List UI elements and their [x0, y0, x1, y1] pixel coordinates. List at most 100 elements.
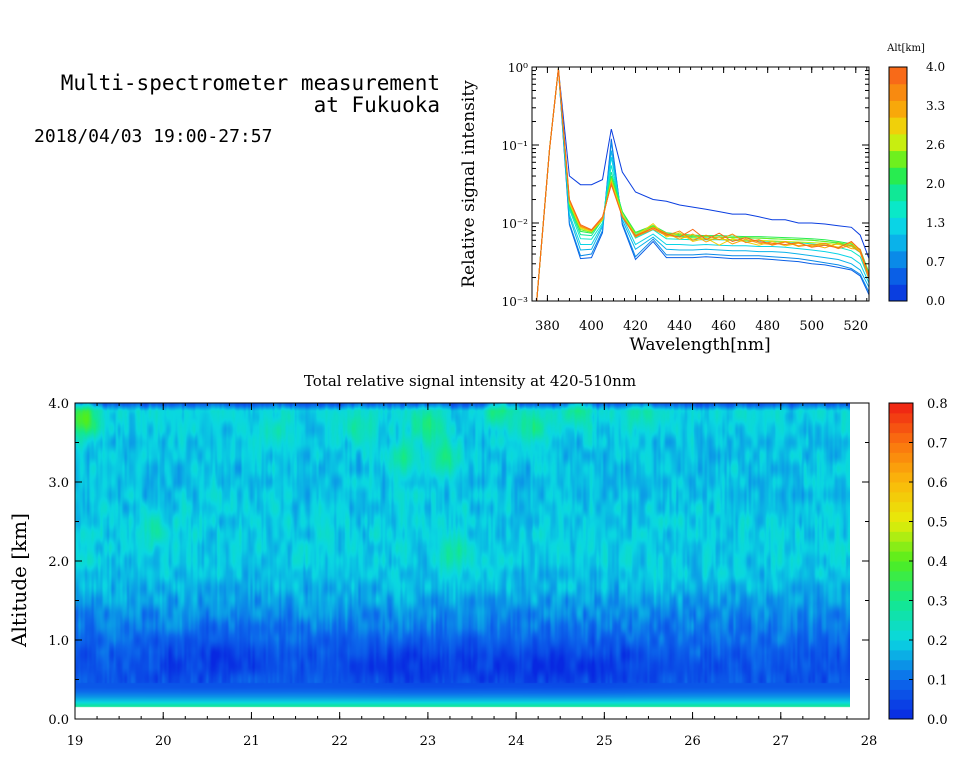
- heatmap-x-tick-label: 28: [861, 734, 878, 749]
- intensity-colorbar-tick-label: 0.0: [927, 713, 948, 728]
- altitude-colorbar-swatch: [889, 117, 907, 135]
- intensity-colorbar-swatch: [889, 590, 913, 601]
- altitude-colorbar-swatch: [889, 267, 907, 285]
- intensity-colorbar-tick-label: 0.2: [927, 634, 948, 649]
- heatmap-y-tick-label: 3.0: [48, 476, 69, 491]
- spectrum-series-group: [536, 68, 869, 301]
- spectrum-x-tick-label: 400: [579, 319, 604, 334]
- intensity-colorbar-swatch: [889, 551, 913, 562]
- spectrum-series-line: [536, 68, 869, 301]
- intensity-colorbar-swatch: [889, 570, 913, 582]
- intensity-colorbar-swatch: [889, 699, 913, 710]
- intensity-colorbar-swatch: [889, 422, 913, 434]
- spectrum-series-line: [536, 68, 869, 301]
- intensity-colorbar-frame: [888, 402, 914, 720]
- heatmap-y-tick-label: 1.0: [48, 634, 69, 649]
- heatmap-y-tick-label: 4.0: [48, 397, 69, 412]
- altitude-colorbar-tick-label: 4.0: [926, 60, 945, 74]
- spectrum-x-tick-label: 420: [623, 319, 648, 334]
- intensity-colorbar-swatch: [889, 501, 913, 513]
- altitude-colorbar-tick-label: 2.0: [926, 177, 945, 191]
- spectrum-x-tick-label: 500: [799, 319, 824, 334]
- spectrum-y-tick-label: 10⁻²: [502, 217, 529, 231]
- spectrum-series-line: [536, 68, 869, 301]
- spectrum-plot-frame: [531, 66, 870, 302]
- altitude-colorbar-swatch: [889, 250, 907, 269]
- spectrum-x-label: Wavelength[nm]: [629, 335, 770, 355]
- intensity-colorbar-swatch: [889, 709, 913, 720]
- intensity-colorbar: 0.0 0.1 0.2 0.3 0.4 0.5 0.6 0.7 0.8: [889, 397, 948, 728]
- heatmap-title: Total relative signal intensity at 420-5…: [304, 372, 636, 390]
- spectrum-series-line: [536, 68, 869, 301]
- intensity-colorbar-swatch: [889, 521, 913, 532]
- intensity-colorbar-swatch: [889, 649, 913, 661]
- intensity-colorbar-swatch: [889, 640, 913, 651]
- figure-title: Multi-spectrometer measurement at Fukuok…: [12, 72, 440, 116]
- spectrum-x-tick-label: 440: [667, 319, 692, 334]
- spectrum-y-label: Relative signal intensity: [459, 80, 479, 288]
- intensity-colorbar-tick-label: 0.5: [927, 516, 948, 531]
- altitude-colorbar-frame: [888, 66, 908, 302]
- intensity-colorbar-swatch: [889, 610, 913, 621]
- intensity-colorbar-tick-label: 0.8: [927, 397, 948, 412]
- intensity-colorbar-swatch: [889, 580, 913, 592]
- intensity-colorbar-swatch: [889, 689, 913, 700]
- altitude-colorbar-tick-label: 1.3: [926, 216, 945, 230]
- heatmap-x-tick-label: 23: [420, 734, 437, 749]
- spectrum-x-tick-label: 520: [843, 319, 868, 334]
- intensity-colorbar-swatch: [889, 600, 913, 611]
- heatmap-x-tick-label: 27: [773, 734, 790, 749]
- title-line-2: at Fukuoka: [313, 93, 440, 117]
- intensity-colorbar-swatch: [889, 462, 913, 473]
- intensity-colorbar-tick-label: 0.4: [927, 555, 948, 570]
- altitude-colorbar-tick-label: 0.0: [926, 294, 945, 308]
- intensity-colorbar-swatch: [889, 561, 913, 572]
- heatmap-y-tick-label: 0.0: [48, 713, 69, 728]
- heatmap-y-tick-label: 2.0: [48, 555, 69, 570]
- altitude-colorbar-swatch: [889, 200, 907, 218]
- altitude-colorbar-swatch: [889, 284, 907, 302]
- intensity-colorbar-swatch: [889, 541, 913, 552]
- heatmap-cells: [75, 403, 850, 711]
- spectrum-series-line: [536, 68, 869, 301]
- altitude-colorbar-tick-label: 3.3: [926, 99, 945, 113]
- intensity-colorbar-swatch: [889, 412, 913, 424]
- intensity-colorbar-swatch: [889, 491, 913, 503]
- intensity-colorbar-swatch: [889, 511, 913, 522]
- spectrum-series-line: [536, 68, 869, 301]
- intensity-colorbar-tick-label: 0.3: [927, 595, 948, 610]
- spectrum-x-tick-label: 480: [755, 319, 780, 334]
- spectrum-series-line: [536, 68, 869, 301]
- intensity-colorbar-swatch: [889, 669, 913, 680]
- altitude-colorbar-swatch: [889, 100, 907, 118]
- intensity-colorbar-tick-label: 0.6: [927, 476, 948, 491]
- intensity-colorbar-swatch: [889, 630, 913, 641]
- intensity-colorbar-swatch: [889, 432, 913, 443]
- intensity-colorbar-swatch: [889, 403, 913, 414]
- spectrum-series-line: [536, 68, 869, 301]
- spectrum-series-line: [536, 68, 869, 301]
- intensity-colorbar-tick-label: 0.7: [927, 437, 948, 452]
- altitude-colorbar-swatch: [889, 234, 907, 252]
- title-line-1: Multi-spectrometer measurement: [60, 71, 440, 95]
- altitude-colorbar-swatch: [889, 217, 907, 235]
- spectrum-series-line: [536, 68, 869, 301]
- spectrum-series-line: [536, 68, 869, 301]
- altitude-colorbar-tick-label: 0.7: [926, 255, 945, 269]
- heatmap-x-tick-label: 19: [67, 734, 84, 749]
- intensity-colorbar-swatch: [889, 659, 913, 671]
- altitude-colorbar: 0.0 0.7 1.3 2.0 2.6 3.3 4.0: [889, 60, 945, 308]
- spectrum-series-line: [536, 68, 869, 301]
- intensity-colorbar-swatch: [889, 442, 913, 453]
- intensity-colorbar-swatch: [889, 472, 913, 483]
- spectrum-y-tick-label: 10⁻³: [502, 295, 529, 309]
- heatmap-x-tick-label: 20: [155, 734, 172, 749]
- altitude-colorbar-swatch: [889, 167, 907, 185]
- altitude-colorbar-swatch: [889, 67, 907, 85]
- intensity-colorbar-swatch: [889, 620, 913, 631]
- spectrum-series-line: [536, 68, 869, 301]
- spectrum-x-tick-label: 380: [535, 319, 560, 334]
- altitude-colorbar-label: Alt[km]: [886, 43, 925, 54]
- heatmap-x-tick-label: 24: [508, 734, 525, 749]
